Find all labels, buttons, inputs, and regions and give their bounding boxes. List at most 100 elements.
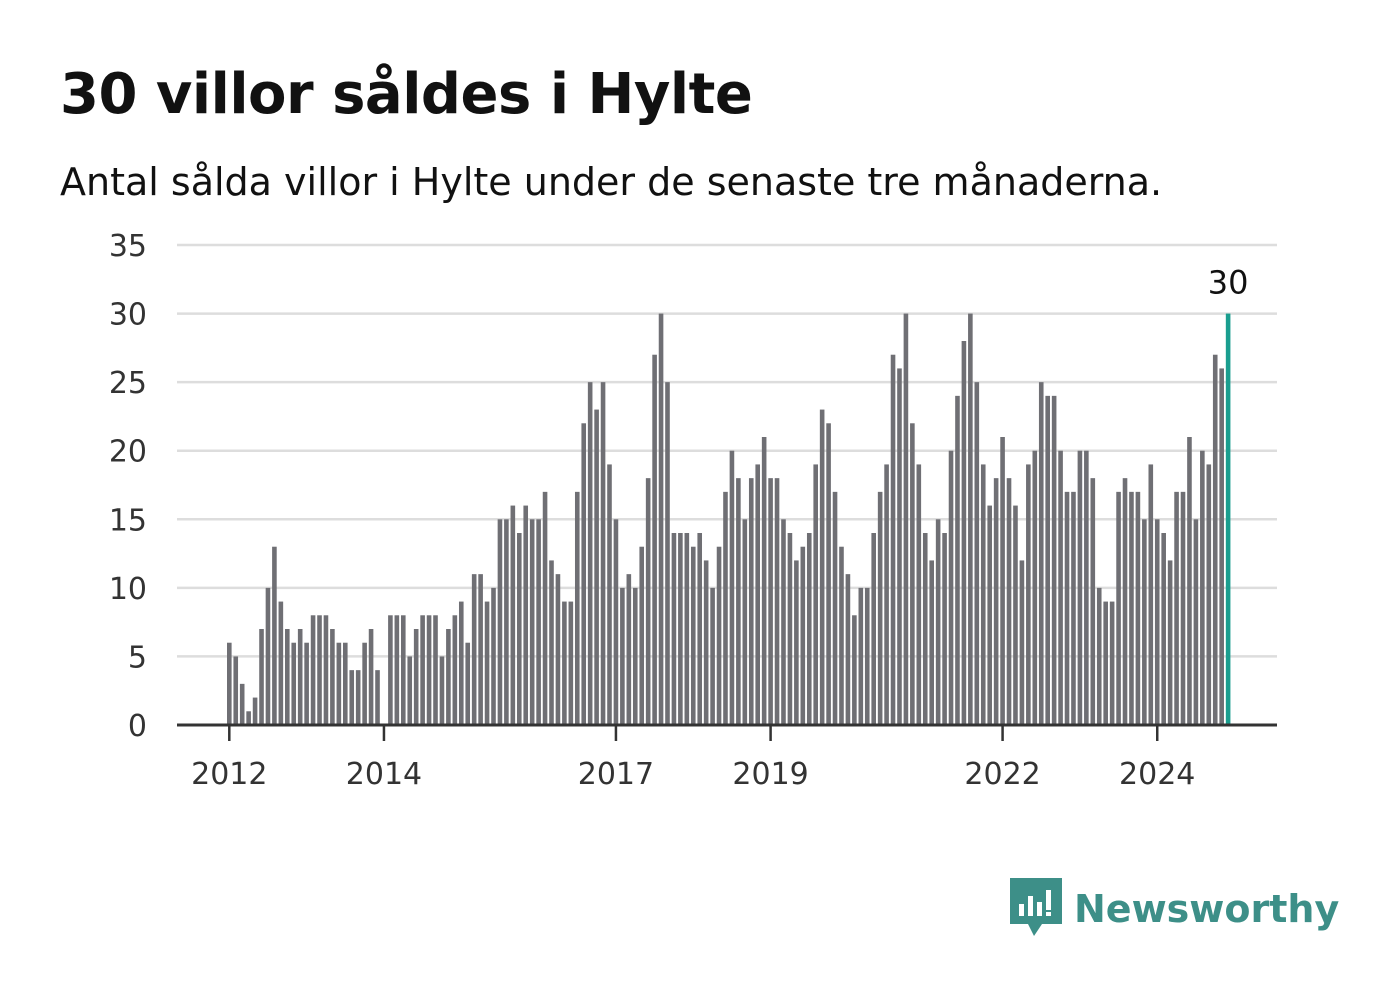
bar [252,697,258,725]
brand-name: Newsworthy [1074,887,1340,931]
bar [600,382,606,725]
bar [407,656,413,725]
bar [1077,450,1083,725]
y-tick-label: 15 [109,503,147,538]
bar [620,587,625,725]
bar [1174,491,1179,725]
bar [368,629,374,725]
bar [1154,519,1160,725]
bar [942,533,947,725]
bar [375,670,380,725]
bar [1219,368,1224,725]
bar [259,629,264,725]
bar [935,519,941,725]
bar [272,546,277,725]
bar [510,505,516,725]
bar [484,601,490,725]
bar [1148,464,1154,725]
bar [284,629,290,725]
bar [961,341,967,725]
bar [310,615,316,725]
bar [890,354,896,725]
bar [748,478,754,725]
bar [1019,560,1025,725]
bar [1200,450,1205,725]
bar [877,491,883,725]
bar [658,313,664,725]
bar [400,615,406,725]
bar [504,519,509,725]
bar [227,642,232,725]
bar [768,478,773,725]
bar [452,615,458,725]
x-tick-label: 2024 [1119,757,1195,792]
chart-title: 30 villor såldes i Hylte [60,62,753,127]
bar [342,642,348,725]
bar [1000,437,1005,725]
bar [1129,491,1134,725]
bar [1122,478,1128,725]
newsworthy-logo-icon [1010,878,1062,936]
y-tick-label: 10 [109,572,147,607]
bar [980,464,986,725]
bar [458,601,464,725]
bar [581,423,587,725]
bar [239,683,245,725]
bar [529,519,535,725]
bar [594,409,599,725]
bar [690,546,696,725]
bar [781,519,786,725]
bar [742,519,748,725]
bar [665,382,670,725]
bar [1206,464,1212,725]
bar [852,615,857,725]
bar [955,395,960,725]
bar [626,574,632,725]
brand: Newsworthy [1010,878,1339,940]
bar [1135,491,1141,725]
bar [446,629,451,725]
bar [697,533,703,725]
bar [1212,354,1218,725]
bar [736,478,741,725]
bar [388,615,393,725]
bar [246,711,251,725]
bar [420,615,425,725]
y-tick-label: 20 [109,435,147,470]
bar [922,533,928,725]
bar [478,574,483,725]
bar [471,574,477,725]
bar [291,642,297,725]
bar [864,587,870,725]
bar [549,560,554,725]
bar [903,313,909,725]
bar-chart: 0 5 10 15 20 25 30 35 2012 2014 2017 2019 2022 2024 30 [109,229,1277,792]
bar [433,615,438,725]
bar [562,601,567,725]
bar [1071,491,1076,725]
bar [1180,491,1186,725]
bar [645,478,651,725]
bar [1109,601,1115,725]
bar [555,574,561,725]
bar [394,615,400,725]
bar [794,560,799,725]
bar [439,656,445,725]
bar [233,656,239,725]
bar [639,546,645,725]
bar [716,546,722,725]
chart-subtitle: Antal sålda villor i Hylte under de sena… [60,160,1163,204]
bar [349,670,355,725]
bar [948,450,954,725]
bar [355,670,361,725]
bar [1161,533,1166,725]
bar [426,615,432,725]
bar [632,587,638,725]
bar [845,574,851,725]
highlight-bar [1225,313,1231,725]
bar [330,629,335,725]
bar [1193,519,1199,725]
bar [1084,450,1089,725]
y-tick-label: 30 [109,298,147,333]
bar [910,423,915,725]
